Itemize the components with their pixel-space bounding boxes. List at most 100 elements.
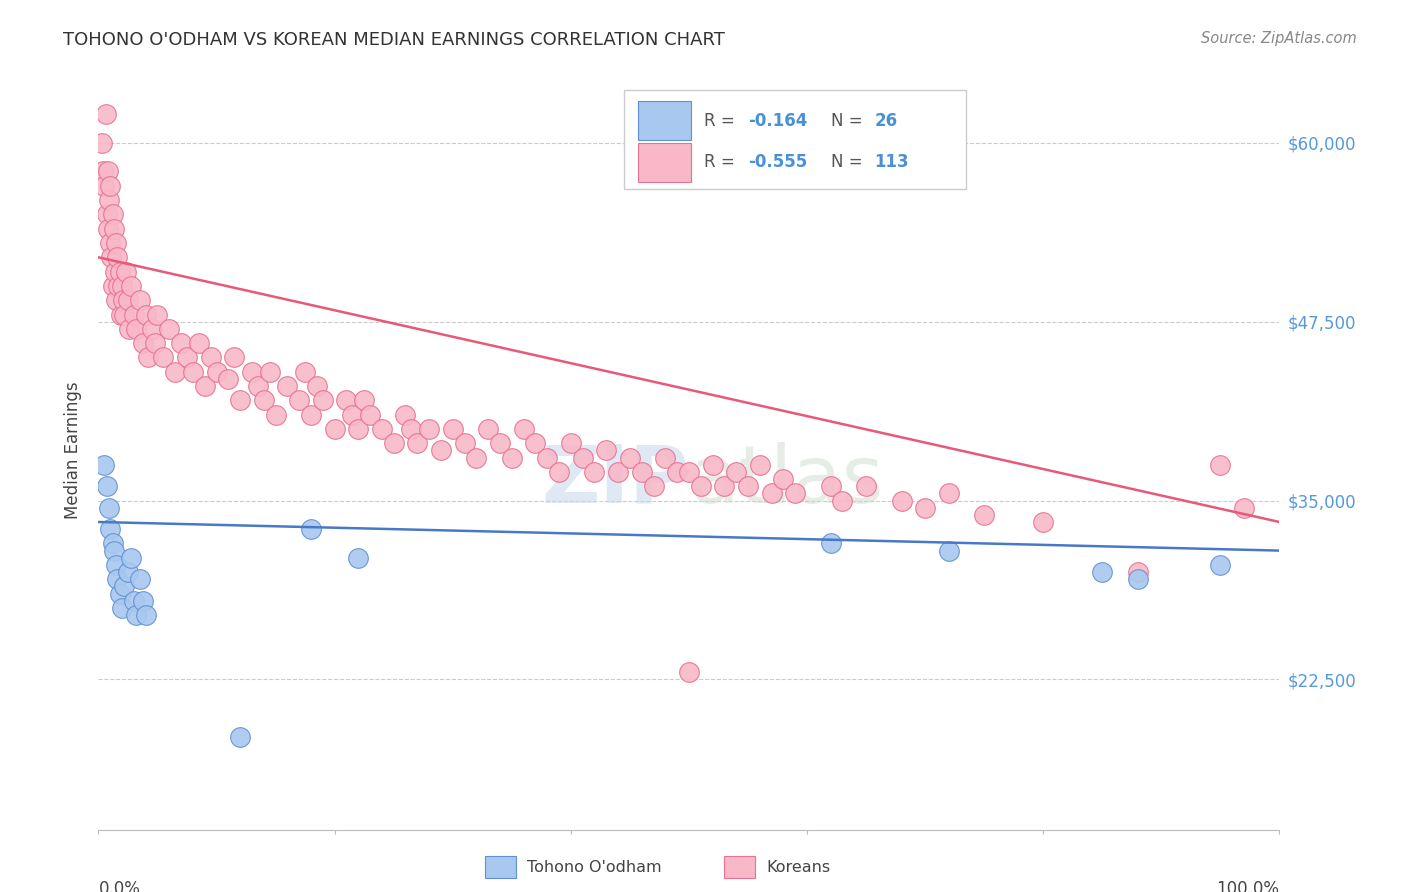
- Point: [371, 422, 394, 436]
- Point: [98, 235, 121, 250]
- Point: [571, 450, 593, 465]
- Point: [288, 393, 311, 408]
- Point: [105, 558, 128, 572]
- Text: TOHONO O'ODHAM VS KOREAN MEDIAN EARNINGS CORRELATION CHART: TOHONO O'ODHAM VS KOREAN MEDIAN EARNINGS…: [63, 31, 725, 49]
- Point: [108, 265, 131, 279]
- Point: [294, 365, 316, 379]
- Point: [170, 336, 193, 351]
- Point: [619, 450, 641, 465]
- Point: [299, 408, 322, 422]
- Point: [112, 308, 135, 322]
- Point: [122, 593, 145, 607]
- Text: R =: R =: [704, 112, 741, 129]
- Point: [305, 379, 328, 393]
- Point: [136, 351, 159, 365]
- Point: [654, 450, 676, 465]
- Point: [117, 565, 139, 579]
- Point: [401, 422, 423, 436]
- FancyBboxPatch shape: [624, 90, 966, 189]
- Point: [548, 465, 571, 479]
- Point: [246, 379, 269, 393]
- Point: [98, 500, 121, 515]
- Point: [229, 393, 252, 408]
- Point: [181, 365, 204, 379]
- Point: [465, 450, 488, 465]
- Point: [98, 178, 121, 193]
- Point: [103, 543, 125, 558]
- Point: [91, 164, 114, 178]
- Point: [820, 479, 842, 493]
- Point: [128, 293, 150, 308]
- Point: [100, 250, 122, 264]
- Point: [501, 450, 523, 465]
- Point: [1126, 572, 1149, 586]
- Point: [595, 443, 617, 458]
- Point: [524, 436, 547, 450]
- Point: [347, 550, 370, 565]
- Point: [104, 265, 127, 279]
- Point: [785, 486, 807, 500]
- Point: [229, 730, 252, 744]
- Point: [93, 458, 115, 472]
- Point: [93, 178, 115, 193]
- Point: [748, 458, 770, 472]
- Text: Source: ZipAtlas.com: Source: ZipAtlas.com: [1201, 31, 1357, 46]
- Point: [1126, 565, 1149, 579]
- Point: [253, 393, 276, 408]
- Point: [831, 493, 853, 508]
- Point: [96, 207, 118, 221]
- Point: [630, 465, 652, 479]
- Point: [176, 351, 198, 365]
- Text: Koreans: Koreans: [766, 860, 831, 874]
- Point: [91, 136, 114, 150]
- Text: 26: 26: [875, 112, 897, 129]
- Point: [512, 422, 534, 436]
- Point: [114, 265, 136, 279]
- Point: [132, 593, 155, 607]
- Point: [135, 607, 157, 622]
- Text: N =: N =: [831, 112, 868, 129]
- Point: [264, 408, 287, 422]
- Point: [973, 508, 995, 522]
- Text: -0.164: -0.164: [748, 112, 807, 129]
- Point: [157, 322, 180, 336]
- Point: [678, 665, 700, 680]
- Point: [359, 408, 381, 422]
- Point: [335, 393, 357, 408]
- Point: [110, 308, 132, 322]
- Point: [217, 372, 239, 386]
- Point: [112, 293, 135, 308]
- Point: [418, 422, 440, 436]
- Point: [560, 436, 582, 450]
- Point: [1233, 500, 1256, 515]
- Point: [643, 479, 665, 493]
- Point: [97, 221, 120, 235]
- Point: [94, 107, 117, 121]
- Point: [347, 422, 370, 436]
- Point: [98, 522, 121, 536]
- Point: [772, 472, 794, 486]
- Point: [111, 600, 134, 615]
- Point: [820, 536, 842, 550]
- Point: [353, 393, 375, 408]
- Point: [240, 365, 263, 379]
- Point: [536, 450, 558, 465]
- Point: [702, 458, 724, 472]
- Point: [125, 322, 148, 336]
- Point: [406, 436, 429, 450]
- Text: 113: 113: [875, 153, 910, 171]
- Point: [1091, 565, 1114, 579]
- Point: [125, 607, 148, 622]
- Point: [938, 543, 960, 558]
- Point: [117, 293, 139, 308]
- Point: [101, 279, 124, 293]
- Point: [489, 436, 512, 450]
- Point: [737, 479, 759, 493]
- Point: [107, 279, 129, 293]
- Point: [122, 308, 145, 322]
- Point: [108, 586, 131, 600]
- Text: 0.0%: 0.0%: [98, 880, 141, 892]
- Point: [143, 336, 166, 351]
- Point: [146, 308, 169, 322]
- Point: [96, 479, 118, 493]
